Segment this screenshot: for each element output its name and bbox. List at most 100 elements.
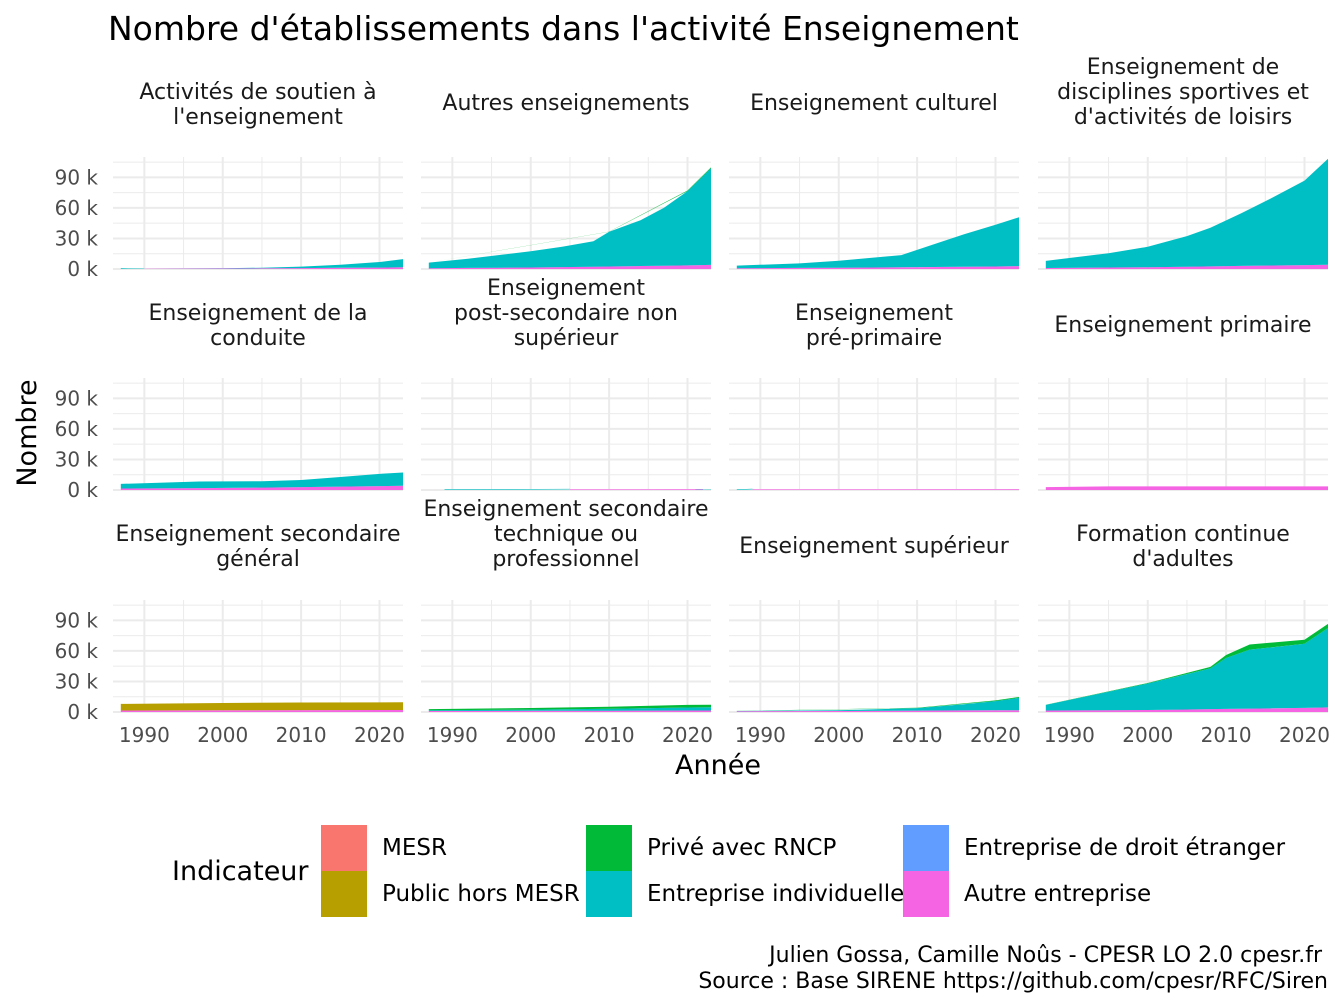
y-tick-label: 0 k bbox=[67, 478, 98, 502]
area-entreprise-individuelle bbox=[695, 489, 711, 490]
facet-title: Enseignement de la bbox=[148, 301, 367, 326]
x-axis-title: Année bbox=[675, 750, 761, 781]
x-tick-label: 2020 bbox=[970, 723, 1021, 747]
area-priv-avec-rncp bbox=[1045, 623, 1328, 705]
facet-title: Enseignement de bbox=[1087, 55, 1279, 80]
x-tick-label: 2000 bbox=[197, 723, 248, 747]
legend-label: Privé avec RNCP bbox=[647, 835, 836, 861]
facet-panels: Activités de soutien àl'enseignement 0 k 3… bbox=[55, 55, 1330, 747]
facet-title: d'adultes bbox=[1132, 547, 1233, 572]
x-tick-label: 2010 bbox=[1201, 723, 1252, 747]
area-autre-entreprise bbox=[120, 710, 404, 712]
facet-panel: Activités de soutien àl'enseignement 0 k 3… bbox=[55, 80, 403, 281]
caption: Julien Gossa, Camille Noûs - CPESR LO 2.… bbox=[698, 943, 1328, 994]
y-tick-label: 60 k bbox=[55, 196, 99, 220]
area-entreprise-individuelle bbox=[428, 168, 711, 269]
facet-title: Enseignement secondaire bbox=[115, 522, 400, 547]
legend-label: Entreprise de droit étranger bbox=[964, 835, 1286, 861]
area-entreprise-individuelle bbox=[1045, 628, 1328, 711]
legend-key bbox=[321, 871, 367, 917]
area-autre-entreprise bbox=[428, 264, 711, 269]
area-entreprise-individuelle bbox=[144, 259, 403, 269]
area-autre-entreprise bbox=[120, 485, 404, 490]
area-priv-avec-rncp bbox=[428, 704, 711, 711]
facet-title: Enseignement supérieur bbox=[739, 534, 1009, 559]
y-tick-label: 0 k bbox=[67, 257, 98, 281]
facet-title: technique ou bbox=[494, 522, 638, 547]
facet-title: Enseignement secondaire bbox=[423, 497, 708, 522]
facet-title: Enseignement primaire bbox=[1054, 313, 1311, 338]
legend-label: Public hors MESR bbox=[382, 881, 580, 907]
area-public-hors-mesr bbox=[120, 702, 404, 711]
caption-line-2: Source : Base SIRENE https://github.com/… bbox=[698, 969, 1328, 994]
x-tick-label: 2010 bbox=[892, 723, 943, 747]
facet-title: général bbox=[216, 547, 300, 572]
area-entreprise-individuelle bbox=[736, 488, 753, 490]
facet-panel: Enseignement supérieur 1990 2000 2010 2020 bbox=[729, 534, 1021, 747]
y-tick-label: 60 k bbox=[55, 639, 99, 663]
x-tick-label: 2020 bbox=[662, 723, 713, 747]
facet-title: Formation continue bbox=[1076, 522, 1290, 547]
area-entreprise-individuelle bbox=[120, 472, 404, 489]
x-tick-label: 2020 bbox=[354, 723, 405, 747]
area-autre-entreprise bbox=[752, 489, 1019, 490]
legend-label: Entreprise individuelle bbox=[647, 881, 904, 907]
area-priv-avec-rncp bbox=[736, 697, 1019, 711]
facet-title: Enseignement culturel bbox=[750, 91, 998, 116]
area-autre-entreprise bbox=[1045, 264, 1328, 269]
area-entreprise-individuelle bbox=[1045, 158, 1328, 268]
facet-title: professionnel bbox=[492, 547, 639, 572]
facet-title: pré-primaire bbox=[806, 326, 942, 351]
area-autre-entreprise bbox=[1045, 486, 1328, 490]
area-autre-entreprise bbox=[1045, 707, 1328, 712]
chart-title: Nombre d'établissements dans l'activité … bbox=[108, 9, 1019, 48]
area-entreprise-individuelle bbox=[736, 697, 1019, 712]
y-tick-label: 0 k bbox=[67, 700, 98, 724]
area-autre-entreprise bbox=[569, 489, 704, 490]
legend-key bbox=[586, 825, 632, 871]
area-autre-entreprise bbox=[144, 267, 403, 269]
x-tick-label: 2020 bbox=[1279, 723, 1330, 747]
area-autre-entreprise bbox=[736, 710, 1019, 712]
area-autre-entreprise bbox=[736, 266, 1019, 269]
y-tick-label: 90 k bbox=[55, 608, 99, 632]
facet-panel: Enseignement primaire bbox=[1038, 313, 1328, 491]
x-tick-label: 1990 bbox=[1044, 723, 1095, 747]
facet-title: supérieur bbox=[514, 326, 620, 351]
legend-title: Indicateur bbox=[172, 856, 309, 887]
y-axis-title: Nombre bbox=[12, 379, 43, 486]
facet-panel: Enseignement culturel bbox=[729, 91, 1019, 270]
legend-key bbox=[903, 871, 949, 917]
facet-title: d'activités de loisirs bbox=[1074, 105, 1292, 130]
legend-label: Autre entreprise bbox=[964, 881, 1151, 907]
facet-title: Autres enseignements bbox=[442, 91, 689, 116]
y-tick-label: 30 k bbox=[55, 447, 99, 471]
caption-line-1: Julien Gossa, Camille Noûs - CPESR LO 2.… bbox=[767, 943, 1323, 968]
x-tick-label: 2010 bbox=[276, 723, 327, 747]
facet-title: Enseignement bbox=[795, 301, 953, 326]
legend-key bbox=[321, 825, 367, 871]
area-entreprise-individuelle bbox=[444, 488, 570, 490]
y-tick-label: 90 k bbox=[55, 386, 99, 410]
facet-title: disciplines sportives et bbox=[1057, 80, 1309, 105]
x-tick-label: 2000 bbox=[505, 723, 556, 747]
y-tick-label: 30 k bbox=[55, 669, 99, 693]
x-tick-label: 2000 bbox=[1122, 723, 1173, 747]
x-tick-label: 2000 bbox=[813, 723, 864, 747]
x-tick-label: 1990 bbox=[735, 723, 786, 747]
facet-title: Activités de soutien à bbox=[139, 80, 376, 105]
x-tick-label: 1990 bbox=[119, 723, 170, 747]
facet-title: conduite bbox=[210, 326, 306, 351]
y-tick-label: 90 k bbox=[55, 165, 99, 189]
area-entreprise-individuelle bbox=[736, 217, 1019, 269]
area-entreprise-individuelle bbox=[428, 707, 711, 711]
legend-key bbox=[586, 871, 632, 917]
legend: Indicateur MESR Public hors MESR Privé ave… bbox=[172, 825, 1286, 917]
x-tick-label: 1990 bbox=[427, 723, 478, 747]
